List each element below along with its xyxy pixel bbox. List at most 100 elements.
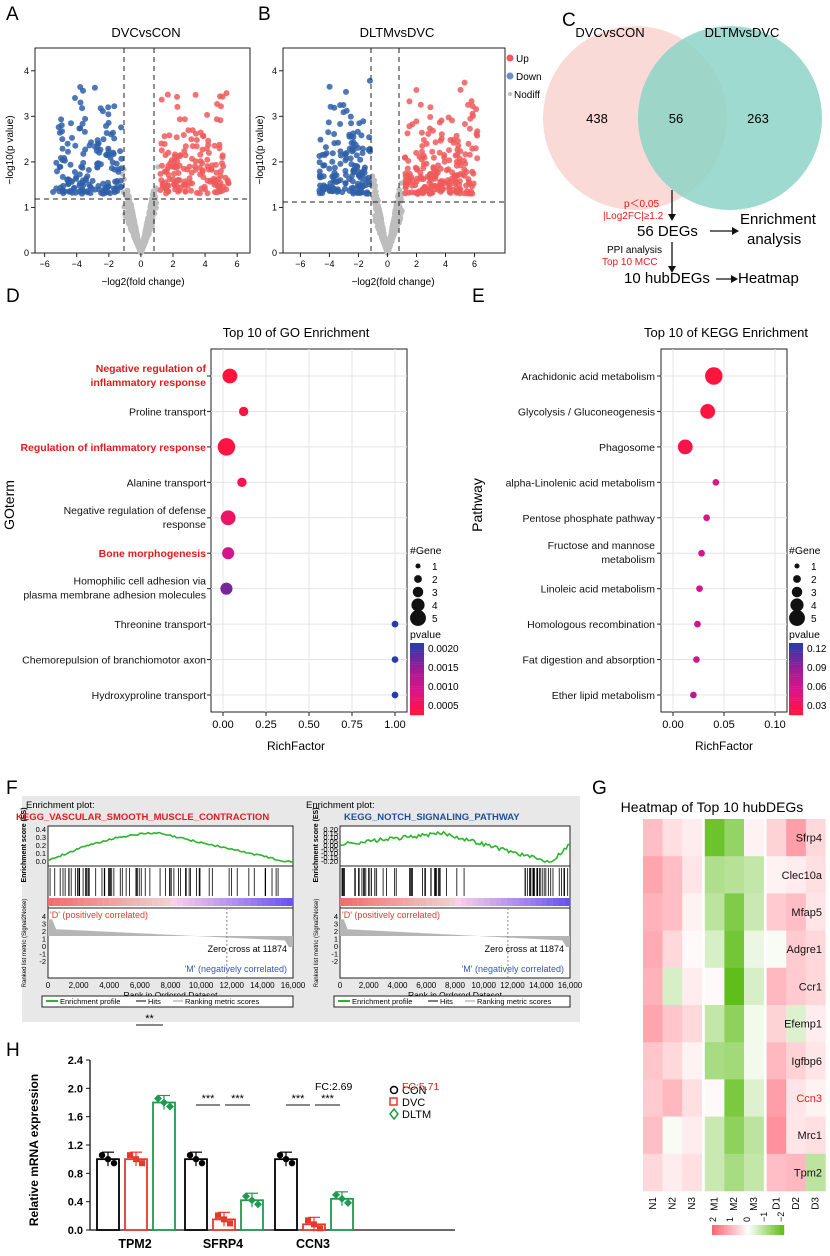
rank-tick-label: 6,000 [416,981,437,990]
pvalue-gradient-step [410,643,424,646]
heatmap-flow-label: Heatmap [738,270,799,287]
ranking-color-bar-step [115,898,122,906]
nodiff-point [386,240,392,246]
ranking-color-bar-step [280,898,288,906]
x-tick-label: 0.25 [255,719,276,731]
x-tick-label: −2 [104,259,114,269]
down-point [105,104,112,111]
rank-tick-label: 10,000 [472,981,497,990]
ranking-color-bar-step [541,898,548,906]
x-tick-label: 0.75 [341,719,362,731]
positive-label: 'D' (positively correlated) [342,910,440,920]
heatmap-cell [662,1042,683,1080]
ranking-color-bar-step [506,898,513,906]
up-point [438,179,445,186]
heatmap-cell [724,1153,745,1192]
metric-tick-label: 1 [42,935,46,944]
down-point [316,153,323,159]
term-dot [703,514,711,522]
es-tick-label: 0.1 [36,849,46,858]
heatmap-cell [682,967,703,1006]
up-point [461,121,468,127]
up-point [169,176,176,183]
ranking-color-bar-step [535,898,542,906]
bar [184,1158,208,1231]
up-point [177,153,184,159]
pvalue-gradient-step [410,707,424,711]
analysis-label: analysis [747,231,801,248]
nodiff-point [373,203,379,209]
up-point [445,114,452,121]
up-point [181,165,187,172]
legend-marker-con [389,1085,399,1095]
heatmap-cell [662,1005,683,1043]
es-tick-label: 0.00 [323,841,338,850]
scale-gradient-step [715,1225,718,1235]
down-point [57,163,64,170]
scale-gradient-step [740,1225,743,1235]
scale-gradient-step [713,1225,716,1235]
y-tick-label: 0.8 [68,1168,83,1180]
term-dot [712,478,720,486]
down-point [104,183,111,190]
nodiff-point [385,246,391,252]
term-label-line2: metabolism [601,554,655,566]
scale-gradient-step [775,1225,777,1235]
volcano-b-points [316,77,481,256]
x-tick-label: 2 [170,259,175,269]
down-point [333,172,340,179]
up-point [160,183,167,190]
volcano-a: DVCvsCON −6 −4 −2 0 2 4 6 0 1 2 3 4 −log10(p value)… [5,25,251,288]
rank-tick-label: 12,000 [500,981,525,990]
scale-gradient-step [766,1225,768,1235]
ranking-color-bar-step [449,898,456,906]
scale-gradient-step [731,1225,734,1235]
pvalue-gradient-step [789,643,803,646]
pvalue-gradient-step [410,650,424,653]
heatmap-cell [724,1116,745,1155]
ranking-color-bar-step [432,898,438,906]
down-point [65,188,72,195]
heatmap-panel: Heatmap of Top 10 hubDEGs Sfrp4 Clec10a Mf… [621,799,826,1235]
down-point [327,103,334,110]
ranking-color-bar-step [357,898,364,906]
gsea-right-header: Enrichment plot: [306,800,375,811]
down-point [71,169,78,175]
pvalue-gradient-step [410,681,424,684]
gsea-legend-box [41,995,294,1008]
down-point [337,177,344,184]
go-xlabel: RichFactor [267,739,325,753]
rank-tick-label: 12,000 [220,981,245,990]
down-point [113,160,120,167]
heatmap-cell [724,1005,745,1043]
nodiff-point [393,214,399,220]
up-point [164,91,171,98]
heatmap-cell [786,1005,807,1043]
heatmap-cell [805,856,826,894]
ranking-color-bar-step [552,898,559,906]
es-tick-label: 0.3 [36,833,46,842]
up-point [166,132,173,139]
pvalue-tick-label: 0.0015 [428,663,459,674]
pvalue-gradient-step [410,686,424,689]
legend-metric-label: Ranking metric scores [477,997,551,1006]
scale-gradient-step [760,1225,763,1235]
heatmap-cell [786,1042,807,1080]
up-point [437,165,444,172]
up-point [470,180,477,187]
up-point [197,158,204,165]
heatmap-cell [786,1079,807,1117]
gene-label: Sfrp4 [796,833,822,845]
down-point [351,169,358,176]
down-point [76,180,83,187]
data-point-con [104,1155,112,1163]
up-point [427,189,434,196]
data-point-dvc [311,1221,317,1228]
mcc-label: Top 10 MCC [602,257,658,268]
up-point [438,131,445,138]
degs-count-label: 56 DEGs [637,223,698,240]
up-point [174,103,181,110]
down-point [103,151,110,158]
term-label-line2: plasma membrane adhesion molecules [23,590,206,602]
